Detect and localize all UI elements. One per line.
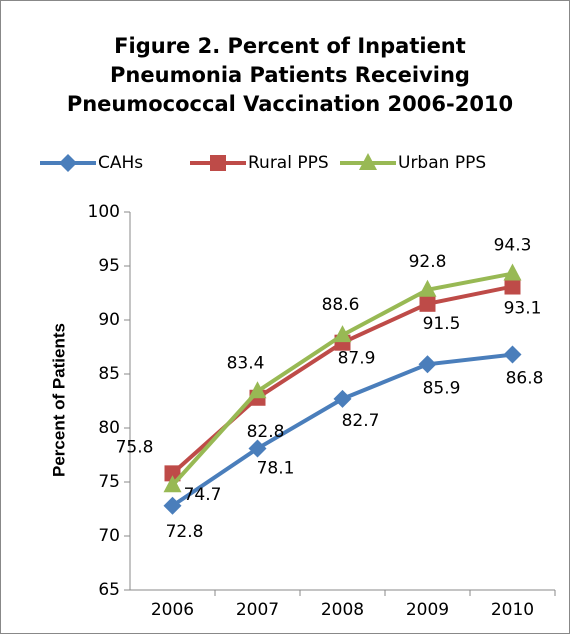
- x-tick-label: 2008: [321, 600, 364, 620]
- x-tick-label: 2006: [151, 600, 194, 620]
- data-label: 72.8: [166, 522, 204, 542]
- marker: [503, 263, 522, 281]
- marker: [504, 278, 521, 295]
- legend-label: Rural PPS: [248, 153, 329, 173]
- marker: [419, 295, 436, 312]
- chart-title: Pneumococcal Vaccination 2006-2010: [67, 92, 513, 116]
- chart-title: Pneumonia Patients Receiving: [110, 63, 470, 87]
- data-label: 85.9: [423, 378, 461, 398]
- legend-label: Urban PPS: [398, 153, 486, 173]
- marker: [248, 381, 267, 399]
- x-tick-label: 2010: [491, 600, 534, 620]
- data-label: 94.3: [494, 236, 532, 256]
- y-tick-label: 85: [98, 364, 120, 384]
- data-label: 86.8: [506, 369, 544, 389]
- data-label: 93.1: [504, 299, 542, 319]
- x-tick-label: 2009: [406, 600, 449, 620]
- marker: [418, 279, 437, 297]
- marker: [59, 154, 77, 172]
- marker: [164, 465, 181, 482]
- data-label: 82.7: [342, 411, 380, 431]
- data-label: 78.1: [257, 459, 295, 479]
- marker: [163, 475, 182, 493]
- legend-label: CAHs: [98, 153, 143, 173]
- marker: [503, 345, 522, 364]
- marker: [163, 496, 182, 515]
- data-label: 83.4: [227, 353, 265, 373]
- data-label: 87.9: [338, 349, 376, 369]
- chart-title: Figure 2. Percent of Inpatient: [114, 34, 466, 58]
- marker: [359, 153, 377, 170]
- x-tick-label: 2007: [236, 600, 279, 620]
- y-axis-label: Percent of Patients: [49, 323, 68, 477]
- y-tick-label: 80: [98, 418, 120, 438]
- data-label: 82.8: [247, 422, 285, 442]
- data-label: 88.6: [322, 295, 360, 315]
- data-label: 91.5: [423, 314, 461, 334]
- y-tick-label: 70: [98, 526, 120, 546]
- data-label: 92.8: [409, 252, 447, 272]
- data-label: 74.7: [184, 485, 222, 505]
- marker: [210, 155, 226, 171]
- marker: [333, 389, 352, 408]
- marker: [333, 325, 352, 343]
- y-tick-label: 100: [88, 202, 120, 222]
- data-label: 75.8: [116, 437, 154, 457]
- marker: [248, 439, 267, 458]
- y-tick-label: 95: [98, 256, 120, 276]
- marker: [418, 355, 437, 374]
- y-tick-label: 90: [98, 310, 120, 330]
- y-tick-label: 65: [98, 580, 120, 600]
- y-tick-label: 75: [98, 472, 120, 492]
